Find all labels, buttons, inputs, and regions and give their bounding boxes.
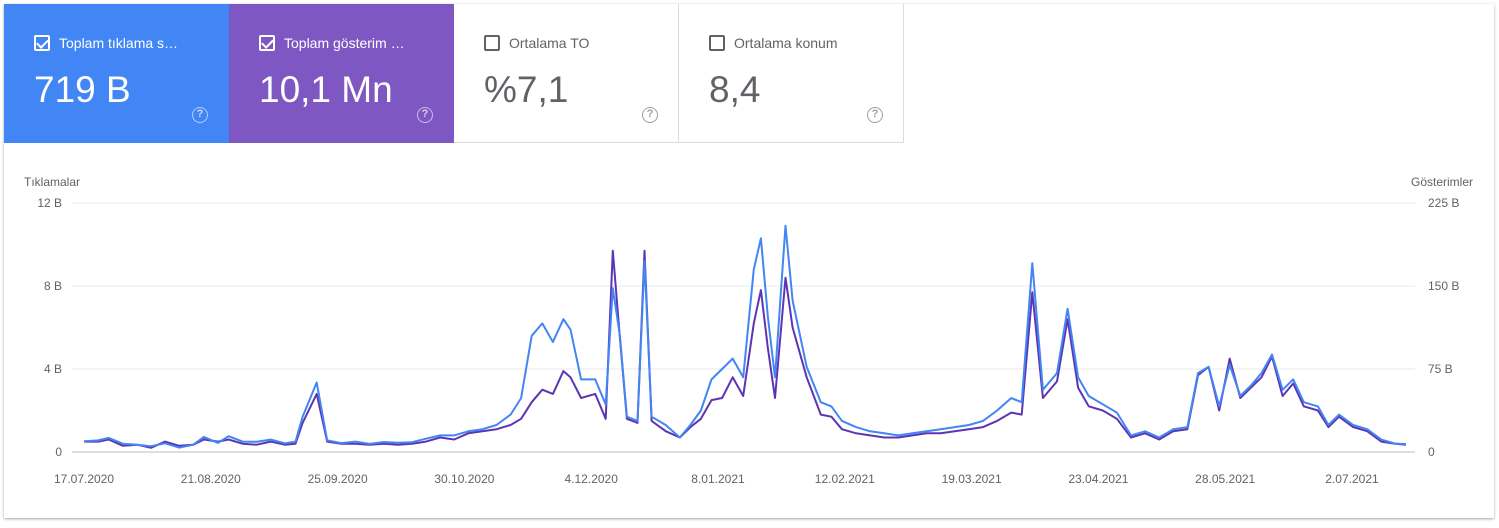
performance-panel: Toplam tıklama s… 719 B ? Toplam gösteri… [4, 4, 1494, 518]
x-tick-label: 25.09.2020 [308, 472, 368, 486]
y-tick-label-left: 12 B [37, 196, 62, 210]
y-tick-label-left: 4 B [44, 362, 62, 376]
help-icon[interactable]: ? [642, 107, 658, 123]
metric-card-header: Toplam gösterim … [259, 35, 405, 51]
metric-value-average-position: 8,4 [709, 69, 761, 110]
metric-label-total-impressions: Toplam gösterim … [284, 35, 405, 51]
metric-label-average-ctr: Ortalama TO [509, 35, 590, 51]
help-icon[interactable]: ? [417, 107, 433, 123]
metric-card-header: Toplam tıklama s… [34, 35, 178, 51]
series-line-clicks [83, 224, 1407, 449]
metric-card-total-impressions[interactable]: Toplam gösterim … 10,1 Mn ? [229, 4, 454, 143]
x-tick-label: 30.10.2020 [434, 472, 494, 486]
help-icon[interactable]: ? [867, 107, 883, 123]
x-tick-label: 19.03.2021 [942, 472, 1002, 486]
metric-card-total-clicks[interactable]: Toplam tıklama s… 719 B ? [4, 4, 229, 143]
y-tick-label-right: 0 [1428, 445, 1435, 459]
y-tick-label-left: 8 B [44, 279, 62, 293]
checkbox-unchecked-icon[interactable] [709, 35, 725, 51]
metric-label-total-clicks: Toplam tıklama s… [59, 35, 179, 51]
x-tick-label: 2.07.2021 [1325, 472, 1379, 486]
x-tick-label: 28.05.2021 [1195, 472, 1255, 486]
x-tick-label: 23.04.2021 [1068, 472, 1128, 486]
x-tick-label: 21.08.2020 [181, 472, 241, 486]
y-tick-label-right: 225 B [1428, 196, 1459, 210]
checkbox-checked-icon[interactable] [259, 35, 275, 51]
metric-label-average-position: Ortalama konum [734, 35, 838, 51]
y-axis-title-left: Tıklamalar [24, 175, 80, 189]
metric-card-header: Ortalama konum [709, 35, 837, 51]
metric-cards: Toplam tıklama s… 719 B ? Toplam gösteri… [4, 4, 904, 143]
metric-value-total-impressions: 10,1 Mn [259, 69, 393, 110]
metric-card-average-ctr[interactable]: Ortalama TO %7,1 ? [454, 4, 679, 143]
y-tick-label-right: 150 B [1428, 279, 1459, 293]
checkbox-unchecked-icon[interactable] [484, 35, 500, 51]
y-axis-title-right: Gösterimler [1411, 175, 1473, 189]
x-tick-label: 12.02.2021 [815, 472, 875, 486]
checkbox-checked-icon[interactable] [34, 35, 50, 51]
metric-value-total-clicks: 719 B [34, 69, 131, 110]
metric-card-average-position[interactable]: Ortalama konum 8,4 ? [679, 4, 904, 143]
x-tick-label: 8.01.2021 [691, 472, 745, 486]
chart-series-lines [83, 224, 1407, 449]
chart-gridlines [72, 202, 1415, 453]
x-tick-label: 17.07.2020 [54, 472, 114, 486]
y-tick-label-right: 75 B [1428, 362, 1453, 376]
metric-value-average-ctr: %7,1 [484, 69, 569, 110]
x-tick-label: 4.12.2020 [565, 472, 619, 486]
y-tick-label-left: 0 [55, 445, 62, 459]
help-icon[interactable]: ? [192, 107, 208, 123]
chart-axis-labels: 0 0 4 B 75 B 8 B 150 B 12 B 225 B Tıklamalar Göst… [24, 175, 1473, 486]
metric-card-header: Ortalama TO [484, 35, 589, 51]
